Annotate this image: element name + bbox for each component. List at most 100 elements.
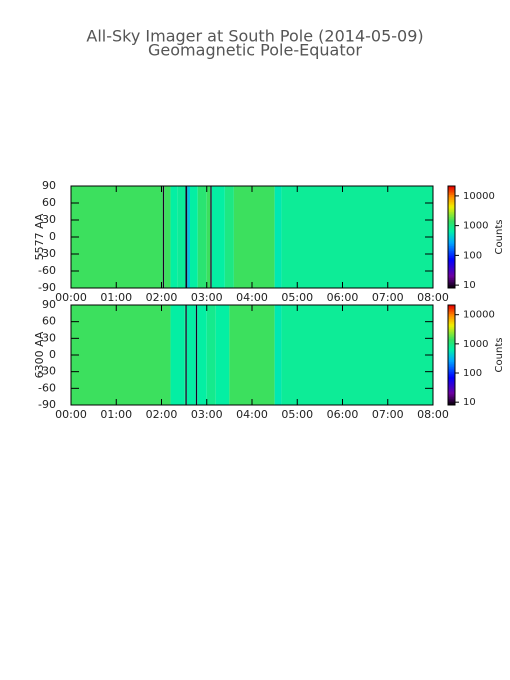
colorbar-segment bbox=[448, 385, 455, 388]
colorbar-segment bbox=[448, 225, 455, 228]
colorbar-segment bbox=[448, 276, 455, 279]
heatmap-cell bbox=[215, 305, 230, 405]
colorbar-segment bbox=[448, 197, 455, 201]
colorbar-segment bbox=[448, 189, 455, 192]
colorbar-segment bbox=[448, 218, 455, 221]
colorbar-segment bbox=[448, 214, 455, 218]
colorbar-segment bbox=[448, 220, 455, 223]
colorbar-segment bbox=[448, 390, 455, 393]
colorbar-segment bbox=[448, 380, 455, 383]
colorbar-segment bbox=[448, 235, 455, 238]
x-tick-label: 01:00 bbox=[100, 291, 132, 304]
colorbar-segment bbox=[448, 196, 455, 199]
colorbar-segment bbox=[448, 348, 455, 351]
colorbar-segment bbox=[448, 351, 455, 354]
x-tick-label: 05:00 bbox=[281, 408, 313, 421]
y-tick-label: 30 bbox=[42, 213, 56, 226]
colorbar-segment bbox=[448, 345, 455, 348]
x-tick-label: 01:00 bbox=[100, 408, 132, 421]
heatmap-cell bbox=[170, 186, 178, 288]
colorbar-tick-label: 1000 bbox=[463, 339, 488, 350]
y-tick-label: -90 bbox=[38, 398, 56, 411]
colorbar-segment bbox=[448, 326, 455, 329]
colorbar-segment bbox=[448, 320, 455, 323]
colorbar-segment bbox=[448, 277, 455, 280]
y-tick-label: -60 bbox=[38, 264, 56, 277]
colorbar-segment bbox=[448, 330, 455, 333]
colorbar-segment bbox=[448, 306, 455, 309]
colorbar-tick-label: 100 bbox=[463, 368, 482, 379]
colorbar-segment bbox=[448, 247, 455, 250]
colorbar-segment bbox=[448, 378, 455, 381]
colorbar-segment bbox=[448, 323, 455, 326]
colorbar-segment bbox=[448, 216, 455, 219]
colorbar-segment bbox=[448, 305, 455, 308]
heatmap-cell bbox=[187, 186, 191, 288]
colorbar-segment bbox=[448, 238, 455, 241]
x-tick-label: 00:00 bbox=[55, 408, 87, 421]
colorbar-segment bbox=[448, 267, 455, 270]
heatmap-cell bbox=[206, 186, 211, 288]
x-tick-label: 04:00 bbox=[236, 291, 268, 304]
colorbar-label: Counts bbox=[494, 220, 505, 255]
x-tick-label: 05:00 bbox=[281, 291, 313, 304]
colorbar-segment bbox=[448, 199, 455, 202]
colorbar-segment bbox=[448, 228, 455, 231]
heatmap-cell bbox=[197, 186, 207, 288]
y-tick-label: -30 bbox=[38, 247, 56, 260]
colorbar-segment bbox=[448, 336, 455, 339]
colorbar-segment bbox=[448, 343, 455, 346]
heatmap-cell bbox=[170, 305, 185, 405]
colorbar-segment bbox=[448, 250, 455, 253]
colorbar-segment bbox=[448, 333, 455, 336]
colorbar-segment bbox=[448, 209, 455, 212]
colorbar-segment bbox=[448, 206, 455, 209]
x-tick-label: 04:00 bbox=[236, 408, 268, 421]
colorbar-label: Counts bbox=[494, 338, 505, 373]
colorbar-segment bbox=[448, 282, 455, 286]
colorbar-segment bbox=[448, 274, 455, 277]
colorbar-segment bbox=[448, 226, 455, 229]
colorbar-segment bbox=[448, 353, 455, 356]
x-tick-label: 00:00 bbox=[55, 291, 87, 304]
colorbar-segment bbox=[448, 264, 455, 267]
heatmap-cell bbox=[195, 305, 198, 405]
colorbar-segment bbox=[448, 271, 455, 274]
colorbar-segment bbox=[448, 269, 455, 272]
x-tick-label: 02:00 bbox=[146, 291, 178, 304]
colorbar-segment bbox=[448, 335, 455, 338]
heatmap-cell bbox=[274, 305, 282, 405]
colorbar-segment bbox=[448, 341, 455, 344]
colorbar-segment bbox=[448, 368, 455, 371]
heatmap-cell bbox=[185, 305, 187, 405]
colorbar-segment bbox=[448, 403, 455, 406]
y-tick-label: 60 bbox=[42, 196, 56, 209]
colorbar-segment bbox=[448, 201, 455, 204]
colorbar-segment bbox=[448, 381, 455, 384]
colorbar-segment bbox=[448, 400, 455, 403]
colorbar-segment bbox=[448, 243, 455, 246]
y-tick-label: -60 bbox=[38, 381, 56, 394]
colorbar-segment bbox=[448, 393, 455, 396]
colorbar-segment bbox=[448, 308, 455, 311]
colorbar-segment bbox=[448, 213, 455, 216]
x-tick-label: 03:00 bbox=[191, 291, 223, 304]
colorbar-tick-label: 100 bbox=[463, 250, 482, 261]
colorbar-segment bbox=[448, 272, 455, 275]
colorbar-segment bbox=[448, 186, 455, 189]
y-tick-label: 30 bbox=[42, 331, 56, 344]
colorbar-segment bbox=[448, 310, 455, 313]
colorbar-segment bbox=[448, 370, 455, 373]
colorbar-tick-label: 10 bbox=[463, 397, 476, 408]
colorbar-segment bbox=[448, 233, 455, 236]
heatmap-cell bbox=[206, 305, 216, 405]
colorbar-segment bbox=[448, 395, 455, 398]
x-tick-label: 08:00 bbox=[417, 291, 449, 304]
heatmap-cell bbox=[197, 305, 207, 405]
colorbar-segment bbox=[448, 318, 455, 321]
colorbar-segment bbox=[448, 376, 455, 379]
colorbar-segment bbox=[448, 281, 455, 284]
colorbar-segment bbox=[448, 259, 455, 262]
colorbar-segment bbox=[448, 254, 455, 257]
